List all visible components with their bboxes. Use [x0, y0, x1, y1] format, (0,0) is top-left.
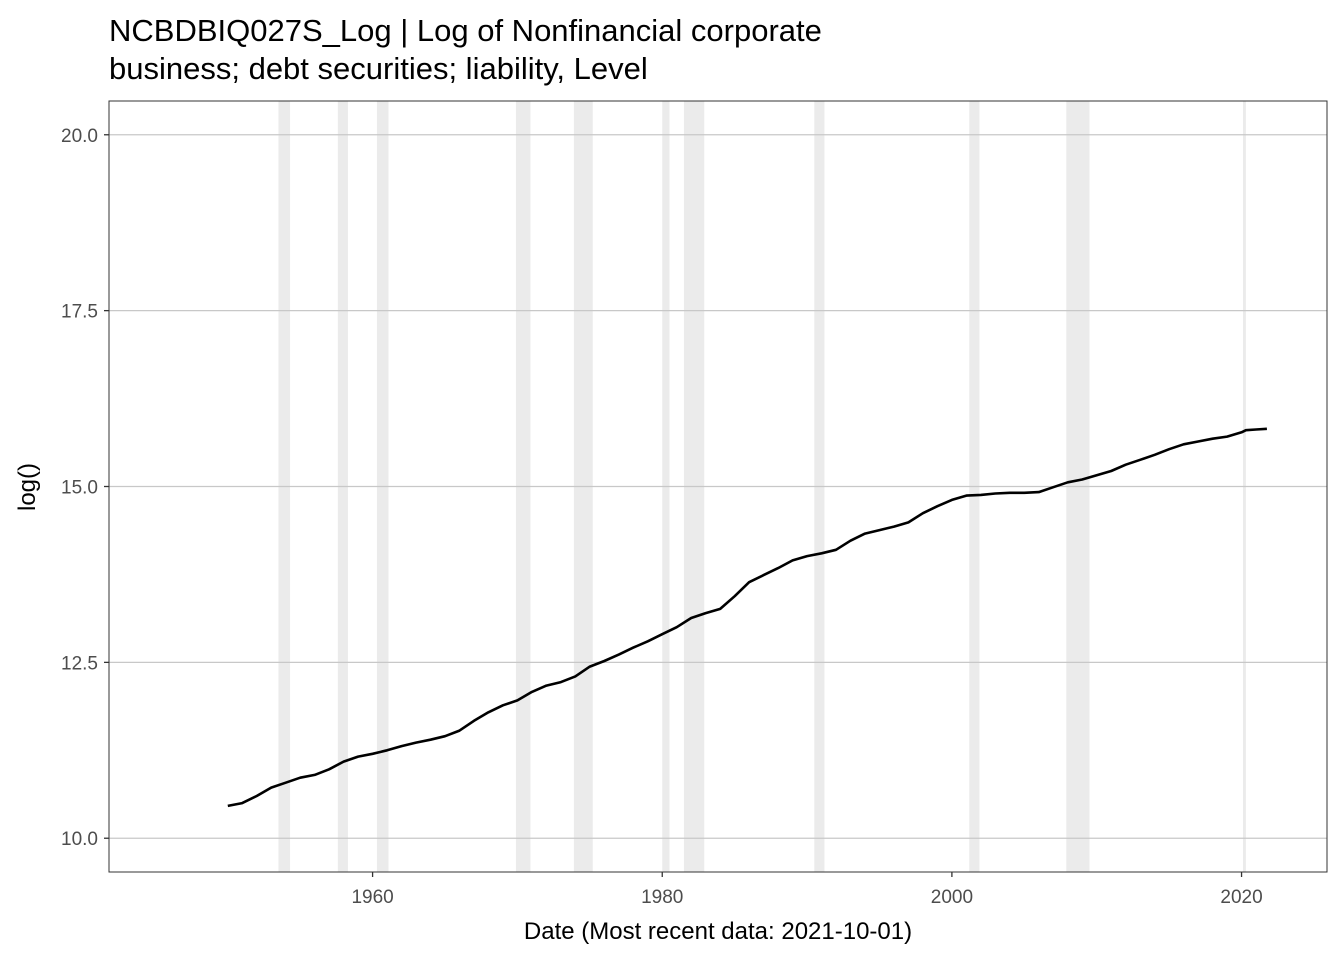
- chart-title-line-2: business; debt securities; liability, Le…: [109, 51, 648, 86]
- gridlines: [109, 134, 1327, 839]
- y-tick-label-4: 17.5: [61, 302, 98, 323]
- y-tick-label-3: 15.0: [61, 478, 98, 499]
- x-tick-label-3: 2000: [931, 887, 973, 908]
- chart-title-line-1: NCBDBIQ027S_Log | Log of Nonfinancial co…: [109, 13, 822, 48]
- series-group: [227, 427, 1267, 808]
- x-axis-title: Date (Most recent data: 2021-10-01): [524, 918, 912, 945]
- y-tick-label-2: 12.5: [61, 653, 98, 674]
- axis-ticks: 10.0 12.5 15.0 17.5 20.0 1960 1980 2000 2020: [61, 126, 1263, 908]
- x-tick-label-1: 1960: [351, 887, 393, 908]
- series-line-1: [227, 427, 1267, 808]
- x-tick-label-4: 2020: [1220, 887, 1262, 908]
- x-tick-label-2: 1980: [641, 887, 683, 908]
- y-tick-label-1: 10.0: [61, 829, 98, 850]
- y-axis-title: log(): [14, 463, 41, 511]
- y-tick-label-5: 20.0: [61, 126, 98, 147]
